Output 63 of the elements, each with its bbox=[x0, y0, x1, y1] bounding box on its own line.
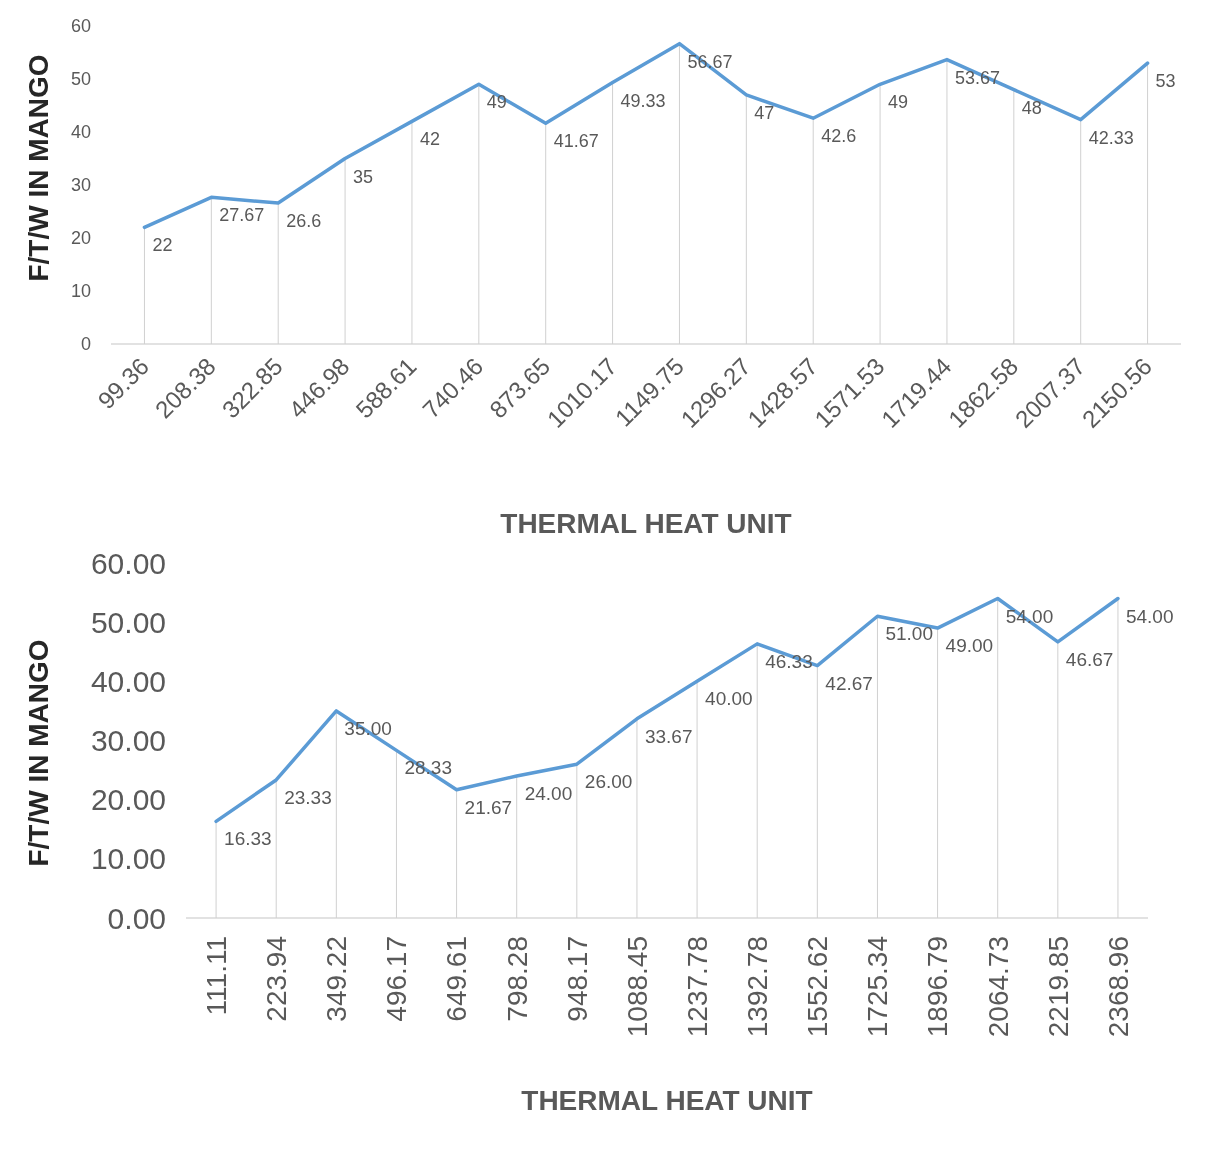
data-label: 47 bbox=[754, 102, 775, 123]
data-label: 49 bbox=[486, 92, 507, 113]
data-label: 49.00 bbox=[945, 635, 994, 657]
y-axis-title: F/T/W IN MANGO bbox=[23, 639, 54, 867]
y-tick-label: 20 bbox=[70, 228, 91, 249]
data-label: 26.00 bbox=[584, 771, 633, 793]
y-tick-label: 30.00 bbox=[90, 724, 166, 757]
x-tick-label: 2368.96 bbox=[1102, 936, 1134, 1038]
y-tick-label: 40 bbox=[70, 122, 91, 143]
line-series bbox=[142, 41, 1150, 230]
data-label: 35 bbox=[353, 166, 374, 187]
data-label: 42.6 bbox=[821, 126, 857, 147]
data-label: 53 bbox=[1155, 71, 1176, 92]
y-tick-label: 50.00 bbox=[90, 605, 166, 639]
data-label: 24.00 bbox=[524, 783, 573, 804]
data-label: 21.67 bbox=[464, 796, 513, 818]
data-label: 46.33 bbox=[765, 650, 813, 672]
y-tick-label: 60.00 bbox=[90, 546, 166, 580]
data-label: 33.67 bbox=[644, 725, 693, 747]
x-tick-label: 948.17 bbox=[561, 936, 593, 1022]
data-label: 42 bbox=[419, 129, 440, 150]
data-label: 46.67 bbox=[1065, 648, 1114, 670]
data-label: 48 bbox=[1021, 97, 1042, 118]
x-tick-label: 496.17 bbox=[381, 936, 413, 1022]
line-series bbox=[214, 596, 1120, 824]
y-tick-label: 10 bbox=[70, 281, 91, 302]
x-tick-label: 111.11 bbox=[200, 936, 232, 1016]
y-tick-label: 50 bbox=[70, 69, 91, 90]
x-tick-label: 649.61 bbox=[441, 936, 473, 1022]
y-axis-title: F/T/W IN MANGO bbox=[23, 54, 54, 282]
x-tick-label: 1896.79 bbox=[922, 936, 954, 1038]
y-tick-label: 20.00 bbox=[90, 783, 166, 817]
x-tick-label: 1725.34 bbox=[862, 936, 894, 1038]
x-axis-title: THERMAL HEAT UNIT bbox=[500, 508, 792, 539]
data-label: 49.33 bbox=[620, 90, 666, 111]
data-label: 42.67 bbox=[825, 672, 873, 694]
data-label: 51.00 bbox=[885, 623, 933, 645]
data-label: 27.67 bbox=[219, 205, 265, 226]
data-label: 42.33 bbox=[1088, 127, 1134, 148]
y-tick-label: 30 bbox=[70, 175, 91, 196]
data-label: 49 bbox=[888, 92, 909, 113]
x-tick-label: 349.22 bbox=[321, 936, 353, 1022]
y-tick-label: 10.00 bbox=[90, 842, 166, 876]
x-tick-label: 2064.73 bbox=[982, 936, 1014, 1038]
data-label: 22 bbox=[152, 235, 173, 256]
data-label: 23.33 bbox=[284, 786, 332, 808]
x-axis-title: THERMAL HEAT UNIT bbox=[521, 1085, 813, 1116]
x-tick-label: 2219.85 bbox=[1042, 936, 1074, 1038]
x-tick-label: 798.28 bbox=[501, 936, 533, 1022]
x-tick-label: 223.94 bbox=[260, 936, 292, 1022]
x-tick-label: 1392.78 bbox=[741, 936, 773, 1038]
y-tick-label: 40.00 bbox=[90, 664, 166, 698]
data-label: 40.00 bbox=[705, 688, 753, 710]
data-label: 54.00 bbox=[1125, 605, 1174, 627]
data-label: 41.67 bbox=[553, 131, 599, 152]
x-tick-label: 1088.45 bbox=[621, 936, 653, 1038]
y-tick-label: 0.00 bbox=[107, 901, 166, 935]
y-tick-label: 60 bbox=[70, 16, 91, 37]
data-label: 16.33 bbox=[224, 828, 272, 850]
data-label: 26.6 bbox=[286, 211, 322, 232]
y-tick-label: 0 bbox=[80, 334, 91, 355]
x-tick-label: 1237.78 bbox=[681, 936, 713, 1038]
x-tick-label: 1552.62 bbox=[802, 936, 834, 1038]
